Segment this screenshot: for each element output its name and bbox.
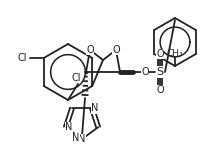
- Text: O: O: [141, 67, 149, 77]
- Text: Cl: Cl: [71, 73, 81, 83]
- Text: O: O: [156, 85, 164, 95]
- Text: Cl: Cl: [17, 53, 27, 63]
- Text: O: O: [156, 49, 164, 59]
- Text: N: N: [91, 103, 99, 113]
- Text: N: N: [78, 134, 86, 144]
- Text: N: N: [65, 122, 73, 132]
- Text: O: O: [112, 45, 120, 55]
- Text: N: N: [72, 133, 80, 143]
- Text: S: S: [157, 67, 164, 77]
- Text: CH₃: CH₃: [167, 48, 183, 58]
- Text: O: O: [86, 45, 94, 55]
